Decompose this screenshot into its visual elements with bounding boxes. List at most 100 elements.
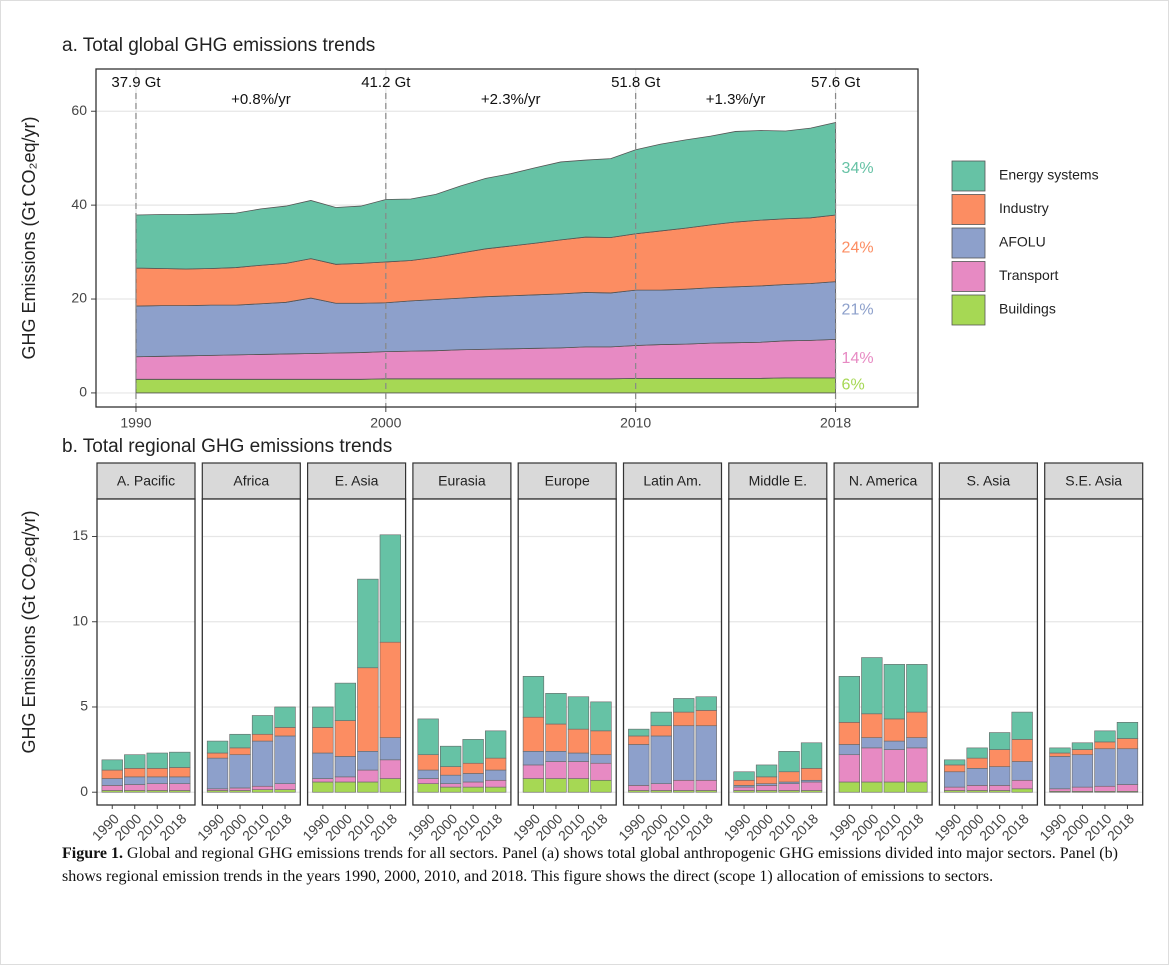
bar-segment [1071, 742, 1094, 750]
bar-segment [906, 711, 928, 738]
bar-segment [251, 740, 274, 787]
bar-segment [673, 779, 695, 791]
facet-title: A. Pacific [117, 473, 175, 489]
bar-segment [334, 720, 357, 757]
x-tick-label: 2018 [156, 810, 189, 843]
bar-segment [695, 779, 717, 791]
bar-segment [590, 779, 612, 793]
bar-segment [146, 768, 168, 778]
bar-segment [966, 747, 988, 759]
facet-strip [517, 462, 617, 500]
bar-segment [567, 752, 590, 762]
bar-segment [590, 701, 612, 732]
bar-segment [590, 762, 612, 781]
x-tick-label: 2018 [472, 810, 505, 843]
y-tick-label: 40 [71, 196, 87, 212]
bar-segment [673, 711, 695, 727]
bar-segment [673, 725, 695, 781]
facet-frame [938, 498, 1039, 806]
facet-frame [1044, 498, 1144, 806]
legend-swatch [951, 261, 986, 292]
caption: Figure 1. Global and regional GHG emissi… [62, 842, 1152, 888]
bar-segment [906, 781, 928, 793]
facet-frame [517, 498, 617, 806]
facet-title: Middle E. [749, 473, 807, 489]
y-tick-label: 5 [80, 698, 88, 714]
reference-label: 57.6 Gt [811, 74, 861, 91]
share-label: 14% [842, 350, 874, 367]
bar-segment [1116, 748, 1139, 785]
legend-swatch [951, 227, 986, 259]
bar-segment [439, 774, 462, 784]
facet-frame [201, 498, 301, 806]
bar-segment [650, 783, 672, 791]
bar-segment [312, 727, 334, 754]
bar-segment [1094, 748, 1116, 787]
bar-segment [101, 759, 123, 771]
bar-segment [334, 682, 357, 721]
bar-segment [628, 728, 650, 737]
bar-segment [169, 767, 191, 778]
bar-segment [229, 787, 251, 791]
bar-segment [943, 764, 966, 773]
bar-segment [146, 783, 168, 791]
growth-label: +1.3%/yr [706, 91, 766, 108]
bar-segment [312, 706, 334, 728]
bar-segment [906, 664, 928, 713]
bar-segment [1116, 738, 1139, 750]
facet-strip [1044, 462, 1144, 500]
x-tick-label: 2018 [577, 810, 610, 843]
bar-segment [379, 759, 402, 779]
bar-segment [357, 578, 379, 669]
bar-segment [274, 783, 296, 790]
bar-segment [439, 783, 462, 788]
facet-strip [201, 462, 301, 500]
bar-segment [838, 744, 861, 756]
bar-segment [545, 723, 567, 752]
bar-segment [169, 776, 191, 784]
bar-segment [861, 713, 883, 738]
bar-segment [838, 722, 861, 745]
bar-segment [567, 761, 590, 779]
bar-segment [1071, 754, 1094, 788]
bar-segment [124, 776, 146, 785]
facet-strip [96, 462, 196, 500]
x-tick-label: 2010 [620, 415, 651, 431]
bar-segment [1049, 747, 1071, 754]
bar-segment [169, 751, 191, 768]
bar-segment [379, 534, 402, 643]
x-tick-label: 1990 [120, 415, 151, 431]
bar-segment [906, 737, 928, 749]
bar-segment [522, 751, 545, 766]
bar-segment [101, 778, 123, 786]
bar-segment [695, 710, 717, 727]
bar-segment [755, 776, 778, 784]
bar-segment [943, 771, 966, 788]
bar-segment [883, 664, 906, 720]
bar-segment [484, 769, 507, 781]
panel-a-title: a. Total global GHG emissions trends [62, 35, 375, 56]
bar-segment [883, 781, 906, 793]
bar-segment [1049, 756, 1071, 790]
bar-segment [274, 789, 296, 793]
legend-label: Buildings [999, 301, 1056, 317]
facet-title: S.E. Asia [1065, 473, 1122, 489]
facet-title: Latin Am. [643, 473, 701, 489]
y-tick-label: 15 [72, 527, 88, 543]
bar-segment [206, 752, 229, 759]
bar-segment [101, 785, 123, 791]
bar-segment [861, 747, 883, 783]
bar-segment [778, 771, 800, 783]
bar-segment [838, 781, 861, 793]
bar-segment [439, 745, 462, 767]
bar-segment [357, 667, 379, 752]
panel-b-title: b. Total regional GHG emissions trends [62, 436, 392, 457]
bar-segment [943, 786, 966, 791]
bar-segment [883, 749, 906, 783]
facet-frame [728, 498, 828, 806]
share-label: 34% [842, 160, 874, 177]
bar-segment [169, 783, 191, 791]
bar-segment [628, 744, 650, 786]
bar-segment [312, 752, 334, 779]
